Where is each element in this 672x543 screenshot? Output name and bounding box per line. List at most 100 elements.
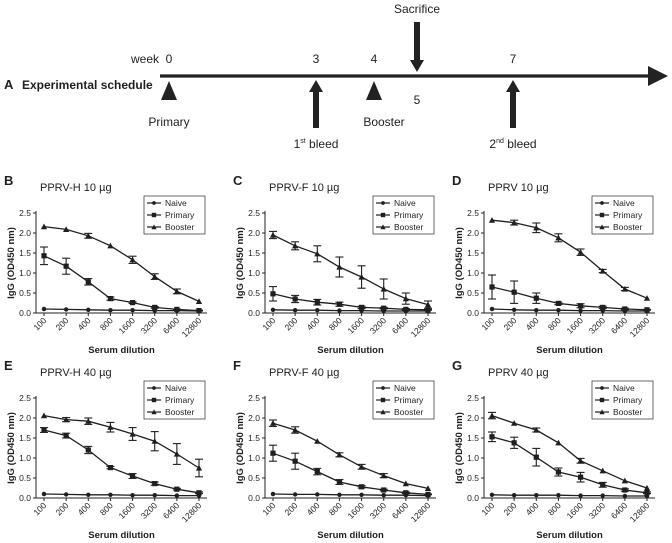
data-point [555,469,562,475]
second-bleed-label: 2nd bleed [489,137,536,151]
chart-panel-g: G PPRV 40 µg 0.0 0.5 1.0 1.5 2.0 2.5 100 200 400 80… [452,358,655,541]
data-point [643,295,651,301]
x-tick-label: 12800 [628,315,652,339]
second-bleed-number: 2 [489,137,496,151]
data-point [85,418,92,424]
data-point [292,296,298,302]
data-point [425,307,431,313]
data-point [129,430,136,437]
data-point [555,439,562,446]
y-tick-label: 2.0 [248,228,260,238]
data-point [63,226,70,232]
x-tick-label: 6400 [161,500,182,521]
y-tick-label: 1.5 [248,248,260,258]
x-tick-label: 100 [479,315,496,332]
series-line [272,234,429,306]
data-point [292,242,299,249]
legend-marker [152,201,156,205]
y-axis-title: IgG (OD450 nm) [454,227,465,299]
data-point [489,306,495,312]
series-line [43,429,200,494]
series-primary [488,274,651,313]
second-bleed-superscript: nd [496,138,504,145]
legend: Naive Primary Booster [372,195,435,235]
data-point [600,304,606,310]
data-point [107,465,114,471]
data-point [555,300,562,306]
legend-marker [381,201,385,205]
data-point [41,491,47,497]
panel-letter: E [4,358,13,373]
x-tick-label: 1600 [346,315,367,336]
series-naive [41,491,202,498]
y-tick-label: 0.5 [19,288,31,298]
data-point [40,223,48,230]
x-tick-label: 1600 [565,500,586,521]
legend-marker [381,386,385,390]
x-tick-label: 12800 [409,315,433,339]
data-point [86,492,91,498]
data-point [107,242,114,249]
data-point [130,492,135,498]
data-point [488,217,496,223]
y-axis-title: IgG (OD450 nm) [6,412,17,484]
data-point [63,263,69,269]
data-point [556,492,561,498]
x-tick-label: 1600 [346,500,367,521]
y-tick-label: 1.0 [248,268,260,278]
series-line [43,493,199,497]
data-point [534,492,539,498]
data-point [511,440,517,446]
panel-letter: B [4,173,13,188]
x-tick-label: 100 [260,315,277,332]
first-bleed-text: bleed [306,137,339,151]
data-point [152,304,158,310]
y-tick-label: 0.0 [19,493,31,503]
data-point [555,234,562,241]
x-tick-label: 800 [327,500,344,517]
series-line [491,414,648,489]
x-tick-label: 400 [524,500,541,517]
data-point [358,463,365,470]
x-tick-label: 800 [98,315,115,332]
series-booster [269,419,432,491]
data-point [174,486,180,492]
x-tick-label: 400 [76,315,93,332]
x-tick-label: 100 [479,500,496,517]
data-point [600,493,605,498]
y-axis-title: IgG (OD450 nm) [6,227,17,299]
legend: Naive Primary Booster [591,380,654,420]
y-tick-label: 1.0 [467,453,479,463]
y-tick-label: 0.0 [19,308,31,318]
data-point [622,493,628,499]
data-point [336,263,343,270]
y-tick-label: 1.0 [248,453,260,463]
x-tick-label: 12800 [409,500,433,524]
legend-label: Naive [165,383,187,393]
x-tick-label: 800 [546,315,563,332]
series-primary [488,431,651,496]
y-tick-label: 2.5 [19,393,31,403]
second-bleed-text: bleed [504,137,537,151]
data-point [578,493,583,498]
second-bleed-arrowhead [506,80,520,92]
legend: Naive Primary Booster [591,195,654,235]
x-tick-label: 200 [53,500,70,517]
data-point [358,484,365,490]
chart-title: PPRV-H 40 µg [40,367,112,379]
legend-label: Primary [613,395,643,405]
x-tick-label: 100 [31,315,48,332]
x-tick-label: 200 [501,315,518,332]
y-tick-label: 2.5 [19,208,31,218]
y-tick-label: 0.5 [248,288,260,298]
data-point [337,308,342,313]
y-tick-label: 2.0 [467,228,479,238]
data-point [270,491,276,497]
x-axis-title: Serum dilution [88,345,155,356]
series-primary [40,427,203,496]
data-point [269,420,277,426]
primary-label: Primary [148,115,189,129]
data-point [151,273,158,280]
chart-panel-d: D PPRV 10 µg 0.0 0.5 1.0 1.5 2.0 2.5 100 200 400 80… [452,173,655,356]
series-line [43,308,200,312]
